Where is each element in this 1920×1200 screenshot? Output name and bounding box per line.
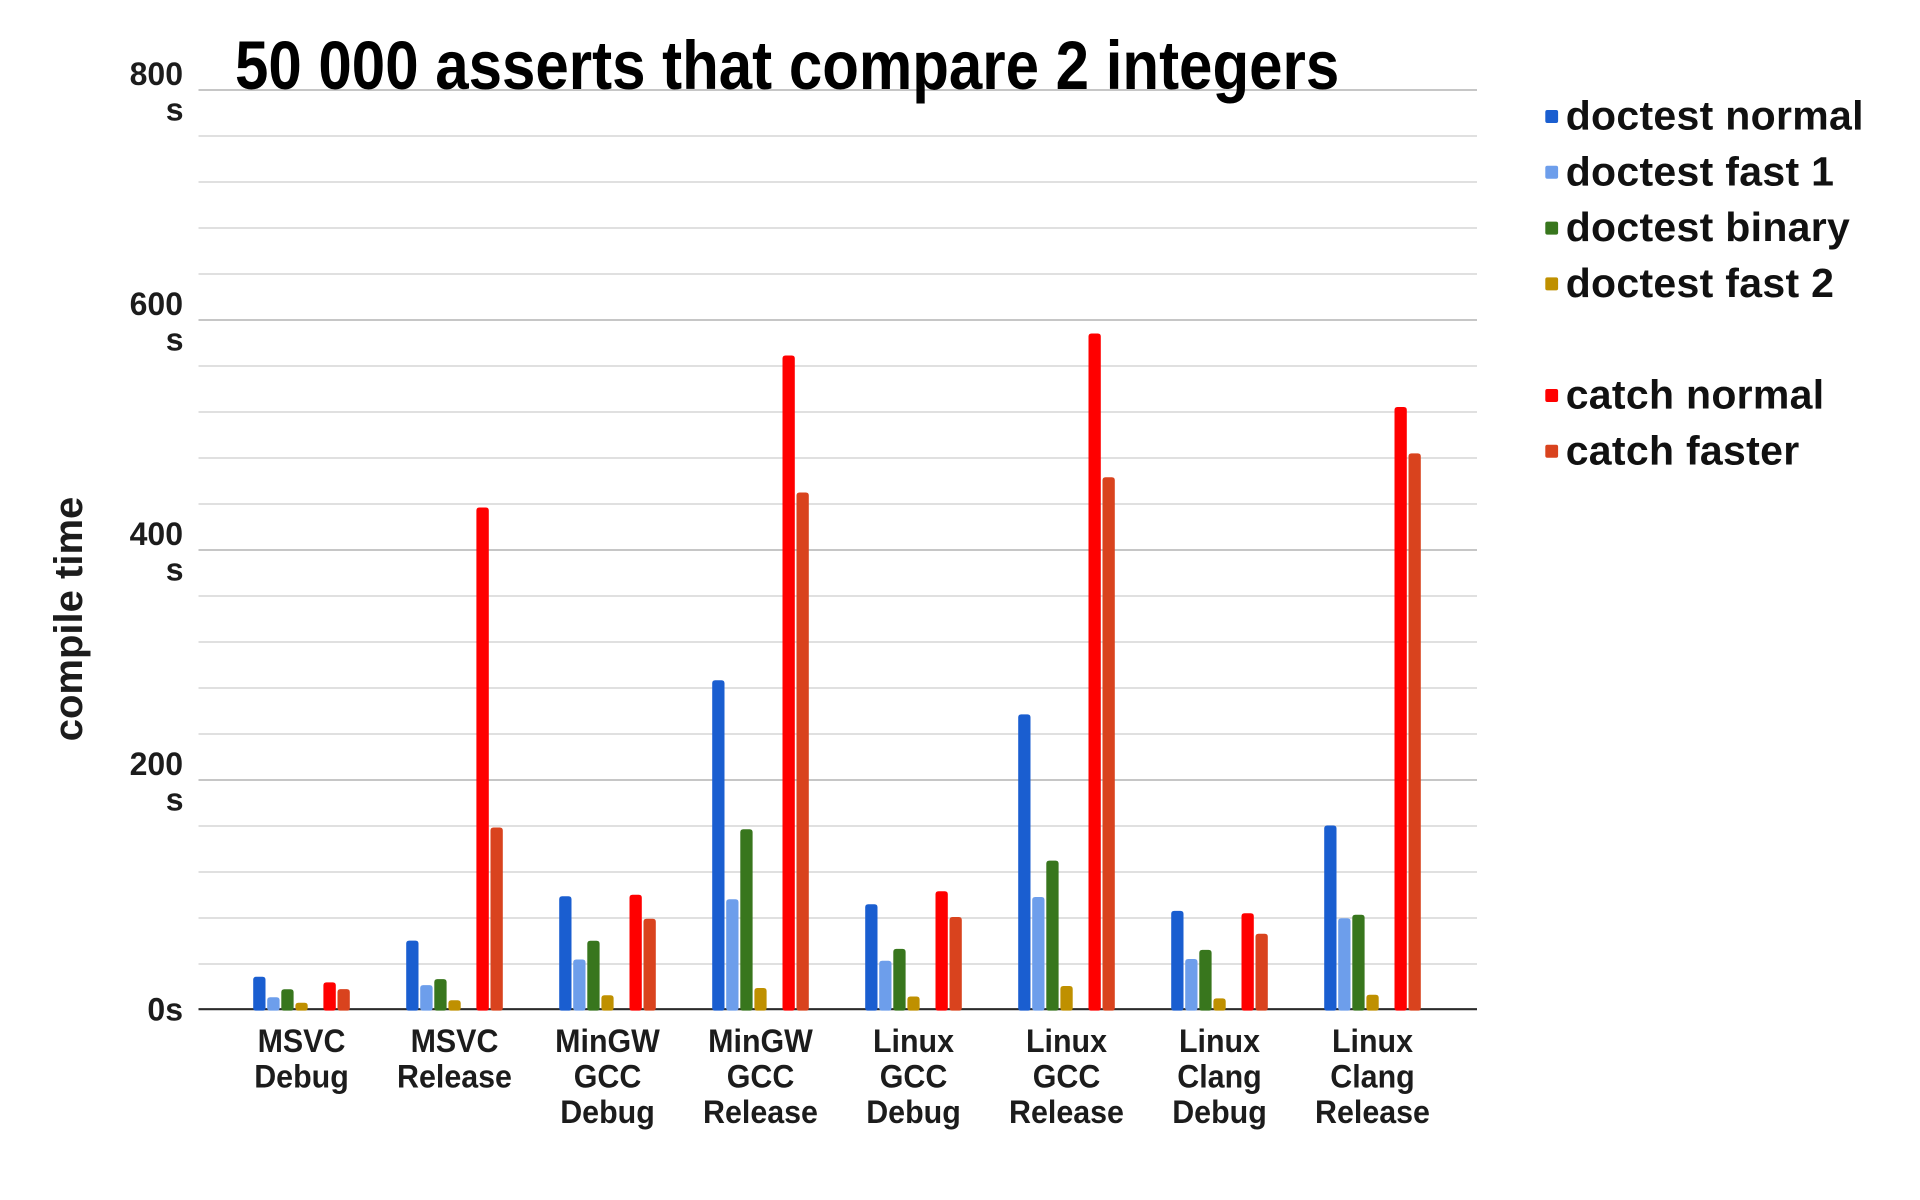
svg-text:MinGW: MinGW [555, 1023, 660, 1059]
svg-text:s: s [166, 321, 184, 357]
svg-text:Release: Release [1009, 1094, 1124, 1130]
svg-text:doctest binary: doctest binary [1566, 204, 1850, 250]
svg-text:GCC: GCC [1033, 1059, 1101, 1095]
svg-text:doctest normal: doctest normal [1566, 93, 1864, 139]
svg-text:600: 600 [130, 286, 183, 322]
svg-text:Debug: Debug [560, 1094, 655, 1130]
svg-text:800: 800 [130, 56, 183, 92]
svg-text:s: s [166, 551, 184, 587]
svg-text:Debug: Debug [254, 1059, 349, 1095]
svg-text:compile time: compile time [47, 497, 91, 742]
svg-text:0s: 0s [147, 992, 183, 1028]
svg-text:Linux: Linux [1026, 1023, 1108, 1059]
svg-text:Clang: Clang [1177, 1059, 1261, 1095]
svg-text:GCC: GCC [727, 1059, 795, 1095]
svg-text:GCC: GCC [880, 1059, 948, 1095]
svg-text:doctest fast 1: doctest fast 1 [1566, 148, 1835, 194]
svg-text:Linux: Linux [1179, 1023, 1261, 1059]
svg-text:GCC: GCC [574, 1059, 642, 1095]
svg-text:200: 200 [130, 746, 183, 782]
svg-text:Linux: Linux [873, 1023, 955, 1059]
svg-text:Debug: Debug [866, 1094, 961, 1130]
svg-text:Release: Release [703, 1094, 818, 1130]
svg-text:MinGW: MinGW [708, 1023, 813, 1059]
svg-text:Release: Release [397, 1059, 512, 1095]
svg-text:Linux: Linux [1332, 1023, 1414, 1059]
svg-text:Clang: Clang [1330, 1059, 1414, 1095]
svg-text:catch faster: catch faster [1566, 427, 1800, 473]
svg-text:catch normal: catch normal [1566, 372, 1825, 418]
svg-text:Debug: Debug [1172, 1094, 1267, 1130]
svg-text:doctest fast 2: doctest fast 2 [1566, 260, 1835, 306]
svg-text:50 000 asserts that compare 2: 50 000 asserts that compare 2 integers [235, 26, 1339, 104]
svg-text:s: s [166, 91, 184, 127]
svg-text:Release: Release [1315, 1094, 1430, 1130]
svg-text:s: s [166, 781, 184, 817]
svg-text:MSVC: MSVC [411, 1023, 499, 1059]
svg-text:400: 400 [130, 516, 183, 552]
svg-text:MSVC: MSVC [258, 1023, 346, 1059]
